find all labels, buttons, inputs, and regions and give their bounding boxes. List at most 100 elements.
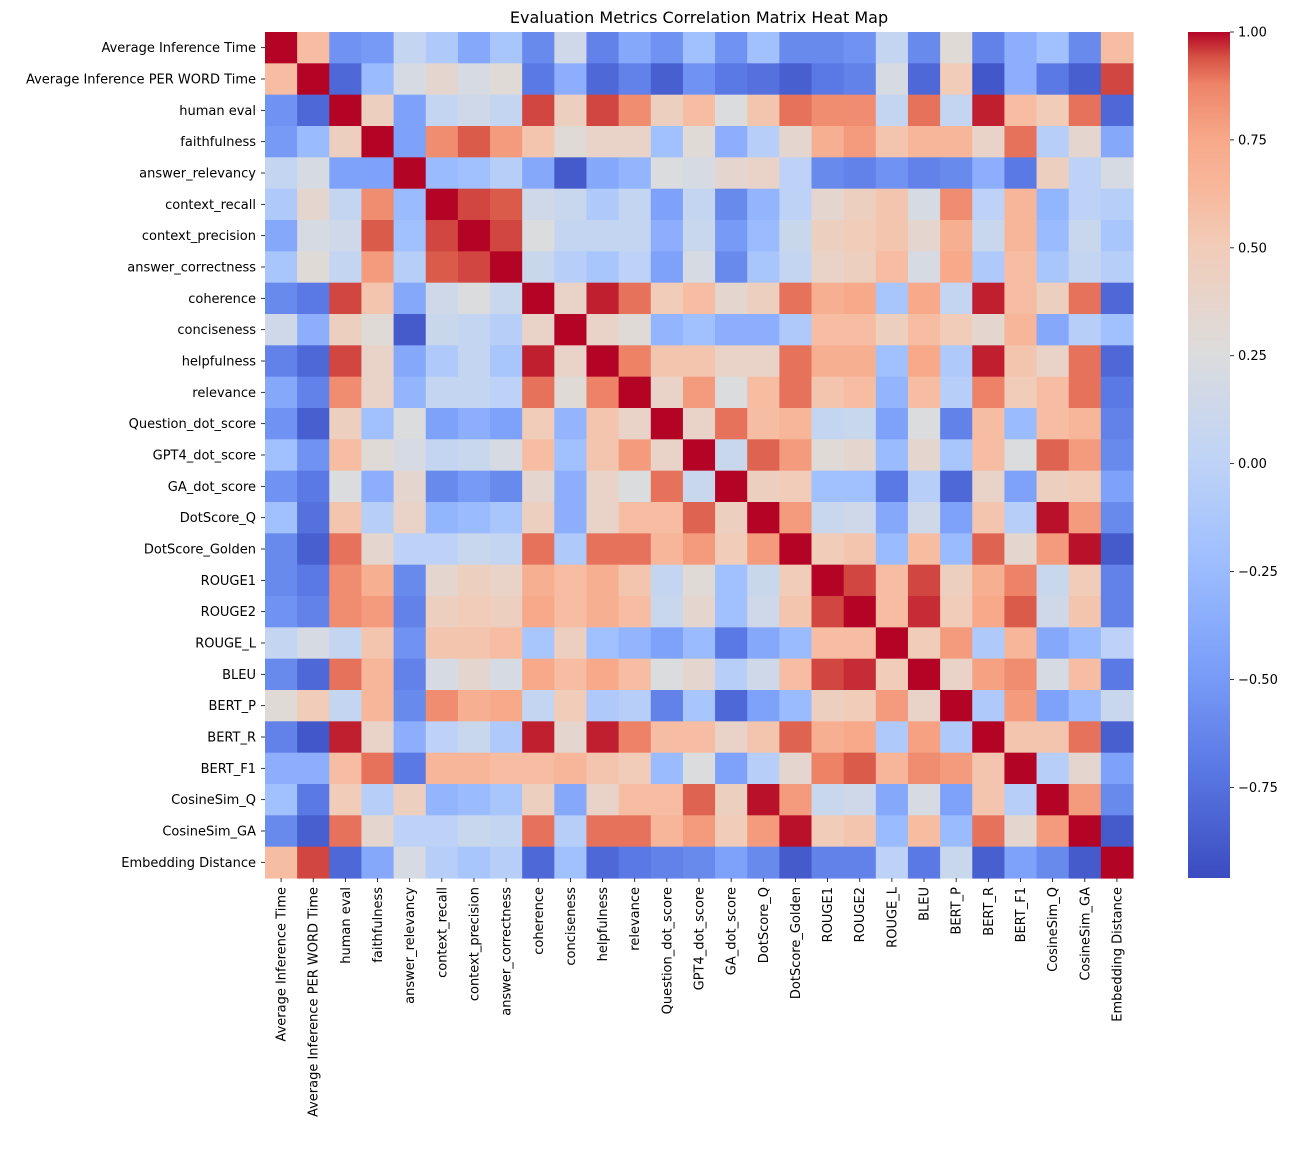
heatmap-cell [329, 188, 363, 221]
heatmap-cell [940, 564, 973, 597]
heatmap-cell [843, 470, 877, 503]
heatmap-cell [522, 376, 555, 409]
heatmap-cell [650, 63, 684, 96]
heatmap-cell [1100, 470, 1134, 503]
x-tick-label: ROUGE_L [885, 886, 900, 948]
heatmap-cell [490, 815, 523, 848]
heatmap-cell [490, 32, 523, 64]
heatmap-cell [425, 220, 459, 252]
heatmap-cell [747, 63, 780, 96]
heatmap-cell [297, 627, 330, 660]
heatmap-cell [329, 251, 363, 284]
heatmap-cell [265, 690, 298, 722]
heatmap-cell [715, 784, 748, 816]
heatmap-cell [1100, 721, 1134, 754]
heatmap-cell [1036, 627, 1070, 660]
heatmap-cell [811, 658, 845, 691]
heatmap-cell [554, 126, 588, 158]
y-tick-label: Average Inference Time [101, 41, 256, 56]
heatmap-cell [811, 282, 845, 315]
heatmap-cell [875, 408, 909, 440]
heatmap-cell [618, 408, 652, 440]
heatmap-cell [265, 376, 298, 409]
heatmap-cell [779, 470, 813, 503]
heatmap-cell [425, 188, 459, 221]
heatmap-cell [297, 815, 330, 848]
heatmap-cell [940, 94, 973, 127]
heatmap-cell [650, 251, 684, 284]
heatmap-cell [393, 345, 427, 378]
y-tick-label: context_recall [165, 198, 256, 213]
x-tick-label: CosineSim_Q [1046, 887, 1061, 972]
heatmap-cell [972, 126, 1006, 158]
heatmap-cell [522, 596, 555, 628]
heatmap-cell [747, 408, 780, 440]
heatmap-cell [490, 408, 523, 440]
heatmap-cell [618, 345, 652, 378]
heatmap-cell [1100, 815, 1134, 848]
y-tick-label: human eval [179, 104, 256, 119]
heatmap-cell [361, 533, 395, 566]
heatmap-cell [650, 533, 684, 566]
heatmap-cell [1036, 282, 1070, 315]
heatmap-cell [1036, 658, 1070, 691]
heatmap-cell [618, 94, 652, 127]
heatmap-cell [682, 721, 716, 754]
heatmap-cell [490, 533, 523, 566]
heatmap-cell [1004, 251, 1038, 284]
heatmap-cell [650, 627, 684, 660]
heatmap-cell [940, 345, 973, 378]
heatmap-cell [811, 251, 845, 284]
heatmap-cell [265, 470, 298, 503]
heatmap-cell [490, 314, 523, 346]
heatmap-cell [425, 470, 459, 503]
heatmap-cell [393, 690, 427, 722]
heatmap-cell [361, 690, 395, 722]
heatmap-cell [811, 721, 845, 754]
heatmap-cell [425, 376, 459, 409]
y-tick-label: Question_dot_score [129, 417, 256, 432]
heatmap-cell [1004, 470, 1038, 503]
x-tick-label: context_recall [435, 887, 450, 978]
heatmap-cell [682, 251, 716, 284]
heatmap-cell [490, 439, 523, 472]
heatmap-cell [586, 690, 620, 722]
heatmap-cell [1100, 220, 1134, 252]
heatmap-cell [1068, 846, 1102, 879]
heatmap-cell [297, 658, 330, 691]
heatmap-cell [425, 63, 459, 96]
heatmap-cell [586, 564, 620, 597]
heatmap-cell [811, 596, 845, 628]
heatmap-cell [747, 690, 780, 722]
heatmap-cell [618, 63, 652, 96]
heatmap-cell [490, 63, 523, 96]
heatmap-cell [522, 408, 555, 440]
heatmap-cell [1004, 658, 1038, 691]
heatmap-cell [940, 533, 973, 566]
heatmap-cell [425, 658, 459, 691]
heatmap-cell [554, 815, 588, 848]
heatmap-cell [297, 596, 330, 628]
heatmap-cell [1004, 815, 1038, 848]
heatmap-cell [554, 690, 588, 722]
heatmap-cell [779, 345, 813, 378]
heatmap-cell [393, 63, 427, 96]
heatmap-cell [425, 345, 459, 378]
heatmap-cell [1004, 784, 1038, 816]
heatmap-cell [1004, 533, 1038, 566]
heatmap-cell [907, 690, 941, 722]
heatmap-cell [393, 470, 427, 503]
heatmap-cell [972, 251, 1006, 284]
heatmap-cell [361, 376, 395, 409]
x-tick-label: BERT_F1 [1014, 887, 1029, 942]
heatmap-cell [554, 784, 588, 816]
heatmap-cell [457, 502, 491, 534]
x-tick-label: BERT_P [950, 887, 965, 935]
heatmap-cell [1068, 345, 1102, 378]
heatmap-cell [393, 408, 427, 440]
heatmap-cell [522, 752, 555, 785]
heatmap-cell [1036, 94, 1070, 127]
heatmap-cell [490, 596, 523, 628]
heatmap-cell [457, 596, 491, 628]
heatmap-cell [1036, 502, 1070, 534]
